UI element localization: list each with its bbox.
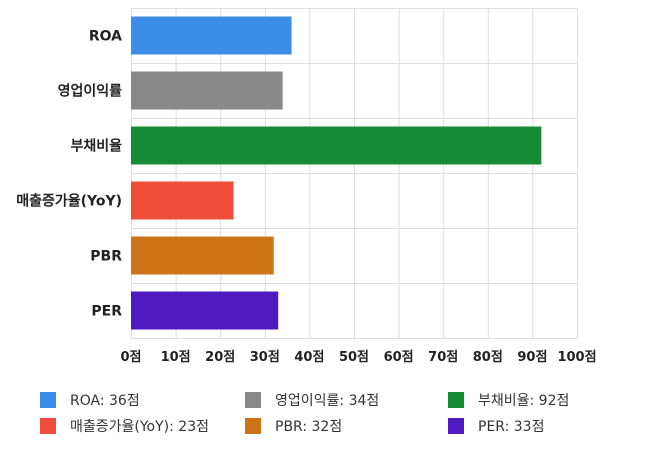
legend-item: 매출증가율(YoY): 23점 (40, 416, 209, 436)
legend-item: 영업이익률: 34점 (245, 390, 379, 410)
legend-swatch-per (448, 418, 464, 434)
bar (131, 181, 234, 220)
tick-label: 50점 (339, 350, 369, 365)
legend-label: 매출증가율(YoY): 23점 (70, 419, 209, 435)
legend-label: ROA: 36점 (70, 393, 140, 409)
grid-lines (131, 8, 578, 339)
bar (131, 291, 279, 330)
legend-item: 부채비율: 92점 (448, 390, 569, 410)
legend-swatch-operating-margin (245, 392, 261, 408)
x-axis-ticks: 0점 10점 20점 30점 40점 50점 60점 70점 80점 90점 100점 (120, 350, 596, 365)
legend-label: PER: 33점 (478, 419, 545, 435)
legend-item: PER: 33점 (448, 416, 544, 436)
legend-swatch-debt-ratio (448, 392, 464, 408)
tick-label: 100점 (557, 350, 596, 365)
category-label: PBR (90, 249, 122, 265)
category-label: 영업이익률 (58, 83, 123, 100)
bar (131, 126, 542, 165)
bar (131, 236, 274, 275)
category-label: 부채비율 (70, 138, 122, 155)
legend-item: PBR: 32점 (245, 416, 342, 436)
legend-swatch-pbr (245, 418, 261, 434)
tick-label: 90점 (517, 350, 547, 365)
tick-label: 0점 (120, 350, 141, 365)
bars (131, 16, 542, 330)
tick-label: 80점 (473, 350, 503, 365)
tick-label: 60점 (384, 350, 414, 365)
category-label: PER (91, 304, 122, 320)
tick-label: 20점 (205, 350, 235, 365)
category-label: ROA (89, 29, 122, 45)
tick-label: 70점 (428, 350, 458, 365)
legend-item: ROA: 36점 (40, 390, 140, 410)
legend-swatch-roa (40, 392, 56, 408)
legend-label: 부채비율: 92점 (478, 393, 570, 409)
legend-label: 영업이익률: 34점 (275, 393, 380, 409)
tick-label: 40점 (294, 350, 324, 365)
tick-label: 10점 (161, 350, 191, 365)
legend-swatch-revenue-growth (40, 418, 56, 434)
bar (131, 16, 292, 55)
category-label: 매출증가율(YoY) (16, 193, 122, 210)
legend-label: PBR: 32점 (275, 419, 343, 435)
tick-label: 30점 (250, 350, 280, 365)
bar (131, 71, 283, 110)
